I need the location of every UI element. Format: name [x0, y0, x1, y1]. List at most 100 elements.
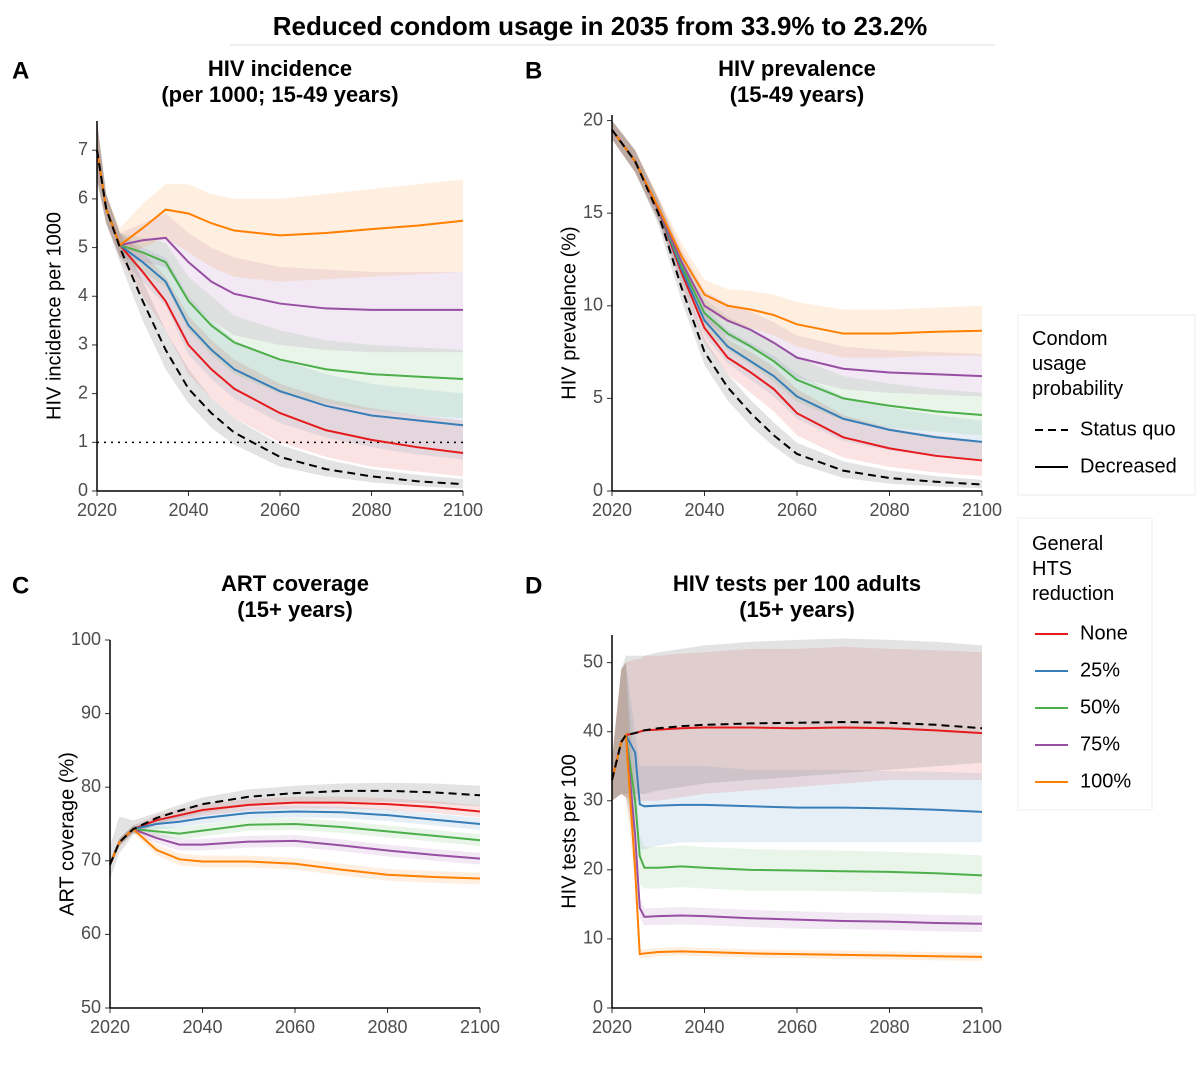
status-quo-line — [109, 789, 481, 865]
uncertainty-band — [110, 805, 480, 869]
y-tick-label: 0 — [593, 480, 603, 500]
y-tick-label: 30 — [583, 790, 603, 810]
x-tick-label: 2100 — [962, 1017, 1002, 1037]
legend-label: None — [1080, 622, 1128, 644]
y-tick-label: 20 — [583, 859, 603, 879]
x-tick-label: 2100 — [962, 500, 1002, 520]
panel-title: HIV prevalence — [718, 56, 876, 81]
status-quo-line — [96, 150, 464, 486]
y-tick-label: 10 — [583, 295, 603, 315]
x-tick-label: 2060 — [777, 1017, 817, 1037]
uncertainty-band — [110, 782, 480, 880]
y-tick-label: 0 — [593, 997, 603, 1017]
series-line — [611, 732, 983, 877]
legend-title: General HTS reduction — [1032, 533, 1114, 605]
x-tick-label: 2040 — [684, 500, 724, 520]
y-tick-label: 6 — [78, 188, 88, 208]
panel-title: ART coverage — [221, 571, 369, 596]
y-tick-label: 10 — [583, 928, 603, 948]
legend-title-line: probability — [1032, 378, 1123, 400]
x-tick-label: 2080 — [351, 500, 391, 520]
x-tick-label: 2040 — [684, 1017, 724, 1037]
y-tick-label: 4 — [78, 285, 88, 305]
x-tick-label: 2060 — [777, 500, 817, 520]
legend-label: 100% — [1080, 770, 1131, 792]
x-tick-label: 2060 — [260, 500, 300, 520]
legend-title-line: HTS — [1032, 558, 1072, 580]
uncertainty-band — [612, 120, 982, 397]
legend-box — [1017, 517, 1153, 811]
uncertainty-band — [110, 825, 480, 885]
legend-box — [1017, 314, 1196, 496]
panel-subtitle: (15-49 years) — [730, 82, 865, 107]
y-tick-label: 2 — [78, 382, 88, 402]
x-tick-label: 2020 — [592, 1017, 632, 1037]
figure-title: Reduced condom usage in 2035 from 33.9% … — [273, 11, 928, 41]
uncertainty-band — [612, 120, 982, 489]
y-axis-title: HIV tests per 100 — [558, 754, 580, 909]
series-line — [611, 733, 983, 813]
x-tick-label: 2100 — [443, 500, 483, 520]
y-tick-label: 5 — [78, 236, 88, 256]
x-tick-label: 2100 — [460, 1017, 500, 1037]
status-quo-line — [611, 129, 983, 486]
x-tick-label: 2020 — [592, 500, 632, 520]
uncertainty-band — [612, 638, 982, 801]
y-tick-label: 70 — [81, 850, 101, 870]
panel-subtitle: (15+ years) — [237, 597, 353, 622]
panel-label: D — [525, 572, 542, 599]
y-tick-label: 60 — [81, 923, 101, 943]
uncertainty-band — [97, 121, 463, 282]
uncertainty-band — [97, 121, 463, 489]
legend-title: Condom usage probability — [1032, 328, 1123, 400]
uncertainty-band — [97, 121, 463, 353]
y-axis-title: HIV prevalence (%) — [558, 226, 580, 399]
panel-subtitle: (15+ years) — [739, 597, 855, 622]
panel-label: A — [12, 57, 29, 84]
y-axis-title: HIV incidence per 1000 — [43, 212, 65, 420]
legend-label: Decreased — [1080, 455, 1177, 477]
y-tick-label: 80 — [81, 776, 101, 796]
y-tick-label: 3 — [78, 334, 88, 354]
uncertainty-band — [97, 121, 463, 477]
x-tick-label: 2080 — [869, 500, 909, 520]
panel-label: B — [525, 57, 542, 84]
uncertainty-band — [612, 120, 982, 477]
uncertainty-band — [110, 796, 480, 869]
y-tick-label: 100 — [71, 629, 101, 649]
uncertainty-band — [612, 662, 982, 850]
y-axis-title: ART coverage (%) — [56, 752, 78, 916]
y-tick-label: 7 — [78, 139, 88, 159]
y-tick-label: 5 — [593, 387, 603, 407]
panel-title: HIV incidence — [208, 56, 352, 81]
legend-title-line: usage — [1032, 353, 1087, 375]
y-tick-label: 50 — [583, 651, 603, 671]
y-tick-label: 15 — [583, 202, 603, 222]
x-tick-label: 2060 — [275, 1017, 315, 1037]
legend-label: 25% — [1080, 659, 1120, 681]
uncertainty-band — [612, 646, 982, 801]
legend-label: 75% — [1080, 733, 1120, 755]
x-tick-label: 2040 — [182, 1017, 222, 1037]
legend-title-line: General — [1032, 533, 1103, 555]
legend-title-line: reduction — [1032, 583, 1114, 605]
y-tick-label: 20 — [583, 109, 603, 129]
uncertainty-band — [612, 662, 982, 895]
x-tick-label: 2020 — [90, 1017, 130, 1037]
uncertainty-band — [612, 120, 982, 460]
x-tick-label: 2040 — [168, 500, 208, 520]
panel-title: HIV tests per 100 adults — [673, 571, 921, 596]
legend-label: Status quo — [1080, 418, 1176, 440]
uncertainty-band — [612, 120, 982, 358]
panel-subtitle: (per 1000; 15-49 years) — [161, 82, 398, 107]
y-tick-label: 90 — [81, 702, 101, 722]
legend-title-line: Condom — [1032, 328, 1108, 350]
x-tick-label: 2080 — [869, 1017, 909, 1037]
uncertainty-band — [110, 825, 480, 869]
y-tick-label: 1 — [78, 431, 88, 451]
y-tick-label: 50 — [81, 997, 101, 1017]
series-line — [611, 732, 983, 958]
panel-label: C — [12, 572, 29, 599]
x-tick-label: 2020 — [77, 500, 117, 520]
